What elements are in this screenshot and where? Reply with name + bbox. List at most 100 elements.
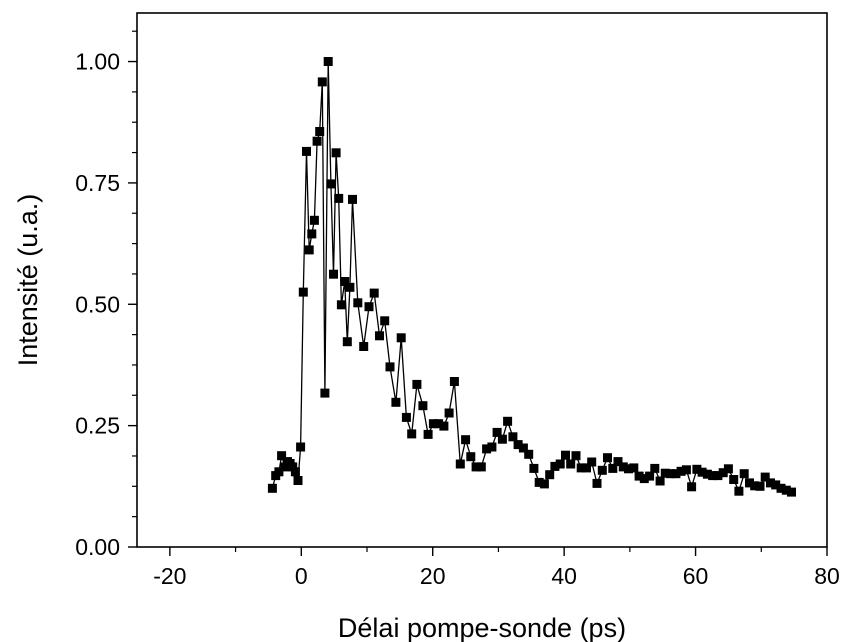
data-point: [729, 475, 739, 484]
x-tick-label: 0: [295, 563, 308, 589]
data-point: [466, 452, 476, 462]
data-point: [723, 464, 733, 474]
x-tick-label: -20: [153, 563, 186, 589]
data-point: [315, 127, 325, 136]
data-point: [418, 401, 428, 411]
data-point: [671, 469, 681, 479]
data-point: [550, 461, 560, 471]
data-point: [293, 476, 303, 485]
data-point: [444, 408, 454, 418]
data-point: [345, 282, 355, 292]
data-point: [592, 478, 602, 488]
data-point: [375, 331, 384, 341]
y-axis-title: Intensité (u.a.): [13, 194, 43, 367]
data-point: [471, 462, 481, 472]
data-point: [336, 300, 346, 310]
data-point: [524, 449, 534, 459]
data-point: [312, 136, 322, 146]
data-point: [385, 362, 395, 372]
data-point: [331, 148, 341, 158]
data-point: [277, 451, 287, 461]
data-point: [296, 442, 306, 452]
data-point: [771, 480, 781, 490]
data-point: [461, 435, 471, 445]
data-point: [304, 245, 314, 255]
data-point: [503, 416, 513, 426]
data-point: [280, 462, 290, 472]
data-point: [781, 485, 791, 495]
y-tick-label: 0.00: [75, 534, 120, 560]
data-point: [396, 333, 406, 343]
data-point: [624, 464, 633, 474]
data-point: [603, 453, 612, 463]
y-tick-label: 1.00: [75, 49, 120, 75]
data-point: [342, 337, 352, 347]
data-point: [750, 481, 760, 491]
data-point: [274, 467, 284, 477]
data-point: [666, 469, 676, 479]
data-point: [513, 440, 523, 450]
data-point: [348, 194, 357, 204]
x-axis-title: Délai pompe-sonde (ps): [338, 613, 626, 642]
data-point: [401, 412, 411, 422]
data-point: [597, 465, 607, 475]
data-point: [629, 463, 639, 473]
data-point: [434, 419, 444, 429]
data-point: [660, 468, 670, 478]
data-point: [353, 298, 363, 308]
data-point: [407, 429, 417, 439]
data-point: [734, 486, 744, 496]
data-point: [718, 468, 728, 478]
data-point: [655, 476, 665, 486]
data-point: [364, 302, 374, 312]
data-point: [329, 269, 338, 279]
data-point: [582, 463, 591, 473]
data-point: [508, 432, 518, 442]
data-point: [561, 450, 570, 460]
data-point: [618, 462, 628, 472]
data-point: [687, 482, 697, 492]
data-point: [359, 342, 369, 351]
x-tick-label: 80: [814, 563, 840, 589]
data-point: [391, 397, 401, 407]
data-point: [639, 474, 649, 484]
data-point: [645, 471, 655, 481]
series-line: [271, 60, 792, 493]
data-point: [497, 434, 507, 444]
y-tick-label: 0.25: [75, 413, 120, 439]
series-layer: [267, 57, 796, 497]
data-point: [776, 483, 786, 493]
data-point: [571, 451, 581, 461]
data-point: [650, 463, 660, 473]
data-point: [539, 479, 549, 489]
x-tick-label: 40: [551, 563, 577, 589]
data-point: [613, 457, 623, 467]
data-point: [298, 287, 308, 297]
data-point: [323, 57, 333, 66]
data-point: [713, 471, 723, 481]
data-point: [766, 478, 775, 488]
data-point: [487, 442, 497, 452]
data-point: [518, 443, 528, 453]
data-point: [745, 478, 754, 488]
data-point: [428, 419, 438, 429]
axes: -20 0 20 40 60 80 0.00 0.25 0.50 0.75 1.00: [75, 30, 840, 589]
data-point: [290, 467, 300, 477]
data-point: [423, 429, 433, 439]
data-point: [608, 463, 618, 473]
data-point: [369, 288, 379, 298]
data-point: [326, 179, 336, 189]
data-point: [739, 469, 749, 479]
data-point: [697, 467, 707, 477]
data-point: [307, 229, 317, 239]
data-point: [439, 421, 449, 431]
data-point: [692, 464, 702, 474]
data-point: [787, 487, 796, 497]
data-point: [566, 459, 576, 469]
data-point: [545, 470, 555, 480]
y-tick-label: 0.50: [75, 291, 120, 317]
x-tick-label: 20: [420, 563, 446, 589]
data-point: [587, 457, 597, 467]
data-point: [676, 466, 686, 476]
